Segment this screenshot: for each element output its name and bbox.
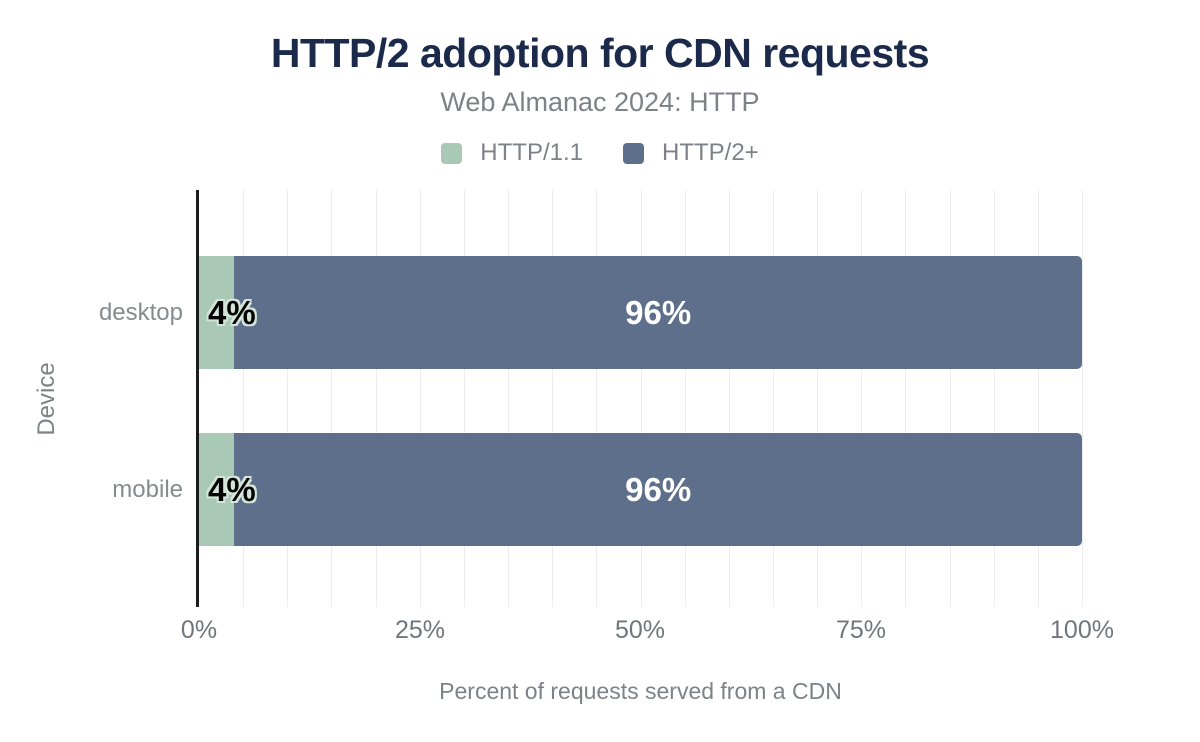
legend: HTTP/1.1 HTTP/2+ [0, 139, 1200, 167]
gridline [331, 190, 333, 607]
gridline [728, 190, 730, 607]
gridline [596, 190, 598, 607]
gridline [817, 190, 819, 607]
gridline [772, 190, 774, 607]
gridline [375, 190, 377, 607]
x-tick-75: 75% [835, 616, 887, 644]
gridline [419, 190, 421, 607]
legend-item-http2[interactable]: HTTP/2+ [623, 139, 759, 167]
x-tick-100: 100% [1050, 616, 1114, 644]
y-axis-title: Device [33, 362, 60, 436]
bar-row-mobile: 96% 4% [199, 433, 1082, 546]
gridline [243, 190, 245, 607]
gridline [1037, 190, 1039, 607]
bar-segment-mobile-http2[interactable]: 96% [234, 433, 1082, 546]
x-tick-50: 50% [614, 616, 666, 644]
gridline [993, 190, 995, 607]
legend-swatch-http2 [623, 142, 644, 164]
gridline [508, 190, 510, 607]
legend-swatch-http11 [441, 142, 463, 164]
bar-segment-desktop-http11[interactable] [199, 256, 235, 369]
legend-item-http11[interactable]: HTTP/1.1 [441, 139, 583, 167]
category-label-mobile: mobile [112, 476, 183, 503]
legend-label-http11: HTTP/1.1 [480, 139, 583, 166]
x-tick-0: 0% [180, 616, 218, 644]
gridline [861, 190, 863, 607]
y-axis-line [196, 190, 199, 607]
bar-value-label-desktop-http2: 96% [625, 293, 692, 331]
plot-area: 96% 4% 96% 4% [196, 190, 1083, 607]
bar-segment-desktop-http2[interactable]: 96% [234, 256, 1082, 369]
category-label-desktop: desktop [98, 299, 183, 326]
x-tick-25: 25% [394, 616, 446, 644]
gridline [949, 190, 951, 607]
gridline [905, 190, 907, 607]
gridline [640, 190, 642, 607]
gridline [684, 190, 686, 607]
gridline [1082, 190, 1083, 607]
gridline [552, 190, 554, 607]
gridline [287, 190, 289, 607]
bar-value-label-mobile-http11: 4% [208, 470, 256, 508]
x-axis-title: Percent of requests served from a CDN [439, 678, 842, 704]
legend-label-http2: HTTP/2+ [662, 139, 759, 166]
gridline [463, 190, 465, 607]
bar-value-label-mobile-http2: 96% [625, 470, 692, 508]
bar-value-label-desktop-http11: 4% [208, 293, 256, 331]
chart-subtitle: Web Almanac 2024: HTTP [440, 87, 760, 117]
bar-segment-mobile-http11[interactable] [199, 433, 235, 546]
bar-row-desktop: 96% 4% [199, 256, 1082, 369]
chart-title: HTTP/2 adoption for CDN requests [270, 30, 930, 76]
